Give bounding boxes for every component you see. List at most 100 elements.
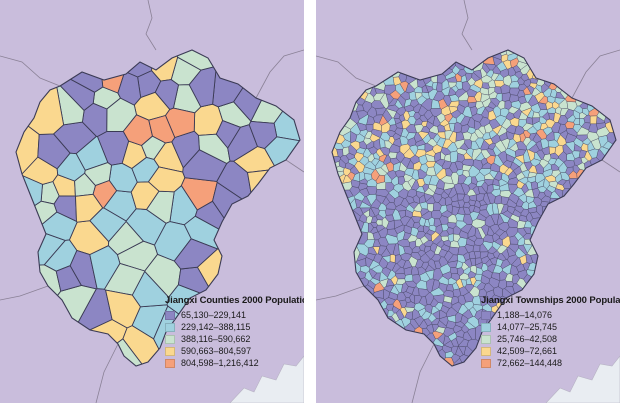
county-choropleth-map (0, 0, 304, 403)
region (467, 235, 478, 242)
legend-label: 25,746–42,508 (497, 334, 558, 344)
region (462, 106, 473, 118)
region (451, 337, 459, 347)
region (468, 251, 476, 259)
region (486, 184, 494, 194)
region (507, 170, 517, 180)
township-legend: Jiangxi Townships 2000 Population 1,188–… (481, 295, 620, 369)
region (148, 115, 176, 144)
region (445, 351, 454, 358)
legend-swatch (481, 322, 491, 332)
region (509, 235, 519, 245)
township-legend-item-4: 42,509–72,661 (481, 345, 620, 357)
region (512, 65, 521, 73)
region (449, 150, 458, 163)
region (435, 168, 447, 180)
region (182, 149, 228, 182)
region (389, 254, 396, 263)
region (375, 189, 390, 197)
region (515, 149, 527, 157)
region (582, 137, 592, 146)
township-legend-item-2: 14,077–25,745 (481, 321, 620, 333)
legend-label: 14,077–25,745 (497, 322, 558, 332)
region (173, 238, 218, 270)
region (523, 86, 532, 96)
region (404, 274, 414, 282)
region (395, 273, 406, 280)
region (467, 96, 477, 104)
region (420, 235, 429, 245)
region (542, 111, 550, 121)
region (385, 214, 395, 223)
region (543, 178, 550, 190)
region (510, 74, 519, 83)
region (447, 260, 458, 268)
region (392, 208, 402, 221)
region (419, 163, 429, 174)
region (89, 245, 121, 290)
region (394, 224, 405, 234)
region (381, 248, 391, 257)
region (567, 114, 576, 123)
region (530, 103, 541, 113)
region (535, 84, 543, 93)
region (457, 193, 466, 201)
sea-area (229, 355, 304, 403)
region (456, 267, 464, 277)
region (491, 72, 500, 81)
region (530, 181, 539, 190)
region (342, 131, 351, 143)
region (425, 269, 435, 280)
region (405, 286, 415, 295)
region (532, 133, 542, 144)
region (550, 89, 558, 99)
region (390, 157, 401, 165)
region (383, 288, 390, 300)
region (437, 333, 446, 345)
region (523, 227, 531, 234)
legend-swatch (165, 310, 175, 320)
region (385, 278, 395, 287)
region (479, 199, 487, 206)
region (523, 243, 533, 254)
region (508, 193, 520, 205)
region (188, 65, 217, 108)
province-boundary (316, 55, 377, 87)
region (366, 194, 377, 206)
township-map-panel: Jiangxi Townships 2000 Population 1,188–… (316, 0, 620, 403)
region (507, 218, 518, 228)
region (387, 310, 395, 317)
region (451, 200, 461, 208)
region (393, 196, 404, 207)
region (414, 295, 423, 305)
region (336, 149, 344, 158)
region (449, 267, 458, 274)
region (414, 316, 424, 327)
township-legend-title: Jiangxi Townships 2000 Population (481, 295, 620, 306)
region (394, 254, 402, 264)
region (385, 303, 394, 311)
region (472, 244, 481, 253)
legend-swatch (481, 346, 491, 356)
region (467, 126, 476, 135)
region (483, 282, 495, 293)
region (398, 244, 406, 256)
region (453, 121, 463, 133)
region (457, 68, 467, 77)
legend-label: 804,598–1,216,412 (181, 358, 259, 368)
province-boundary (255, 49, 304, 99)
region (450, 109, 462, 119)
legend-swatch (165, 322, 175, 332)
region (421, 310, 432, 320)
province-boundary (0, 285, 49, 301)
region (482, 98, 492, 108)
region (554, 158, 564, 168)
region (431, 99, 441, 109)
township-legend-item-5: 72,662–144,448 (481, 357, 620, 369)
province-boundary (601, 159, 620, 173)
region (506, 131, 515, 140)
region (543, 162, 552, 172)
region (154, 79, 179, 110)
county-legend-item-1: 65,130–229,141 (165, 309, 304, 321)
